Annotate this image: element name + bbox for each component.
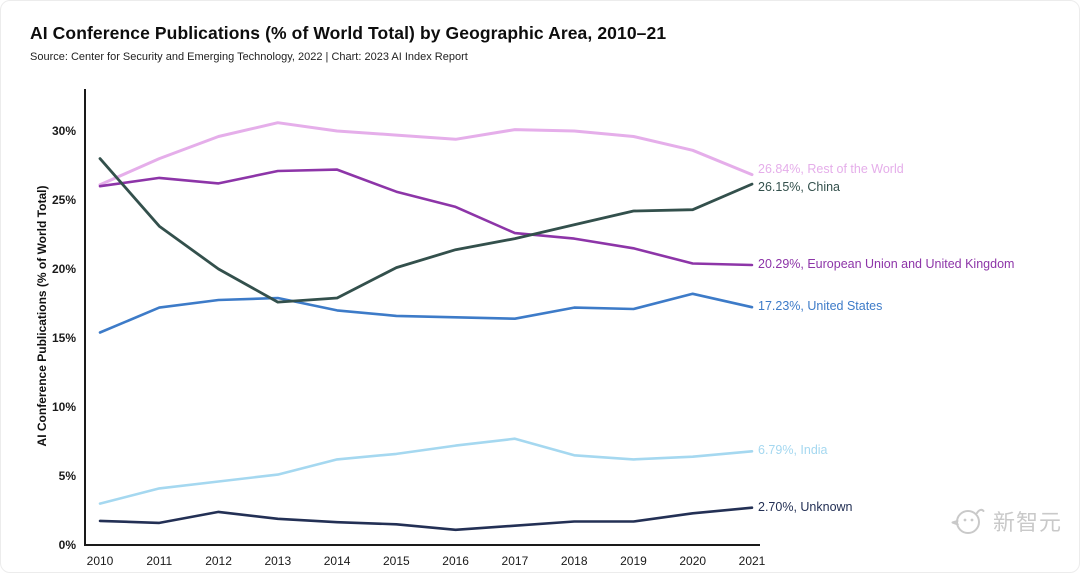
x-tick-label: 2012	[205, 554, 232, 568]
series-end-label-european-union-and-united-kingdom: 20.29%, European Union and United Kingdo…	[758, 256, 1015, 271]
y-tick-label: 25%	[52, 193, 76, 207]
series-line-unknown	[98, 506, 754, 532]
series-line-china	[98, 157, 754, 304]
chart-title: AI Conference Publications (% of World T…	[30, 23, 667, 43]
y-tick-label: 15%	[52, 331, 76, 345]
series-end-label-rest-of-the-world: 26.84%, Rest of the World	[758, 161, 904, 176]
x-tick-label: 2011	[146, 554, 172, 568]
y-tick-label: 10%	[52, 400, 76, 414]
chart-source: Source: Center for Security and Emerging…	[30, 51, 468, 63]
y-tick-label: 20%	[52, 262, 76, 276]
y-tick-label: 0%	[59, 538, 77, 552]
series-end-label-india: 6.79%, India	[758, 443, 828, 458]
series-line-european-union-and-united-kingdom	[98, 168, 754, 267]
x-tick-label: 2019	[620, 554, 647, 568]
x-tick-label: 2013	[264, 554, 291, 568]
y-tick-label: 30%	[52, 124, 76, 138]
x-tick-label: 2020	[679, 554, 706, 568]
x-tick-label: 2017	[502, 554, 529, 568]
x-tick-label: 2021	[739, 554, 766, 568]
series-line-rest-of-the-world	[98, 121, 754, 187]
x-tick-label: 2015	[383, 554, 410, 568]
series-line-india	[98, 437, 754, 505]
watermark: 新智元	[948, 505, 1062, 537]
x-tick-label: 2010	[87, 554, 114, 568]
series-end-label-china: 26.15%, China	[758, 180, 841, 195]
series-end-label-unknown: 2.70%, Unknown	[758, 499, 853, 514]
x-tick-label: 2018	[561, 554, 588, 568]
series-line-united-states	[98, 292, 754, 334]
y-tick-label: 5%	[59, 469, 77, 483]
x-tick-label: 2014	[324, 554, 351, 568]
watermark-text: 新智元	[992, 510, 1062, 535]
x-tick-label: 2016	[442, 554, 469, 568]
chick-logo-icon	[951, 508, 985, 534]
series-end-label-united-states: 17.23%, United States	[758, 299, 883, 314]
